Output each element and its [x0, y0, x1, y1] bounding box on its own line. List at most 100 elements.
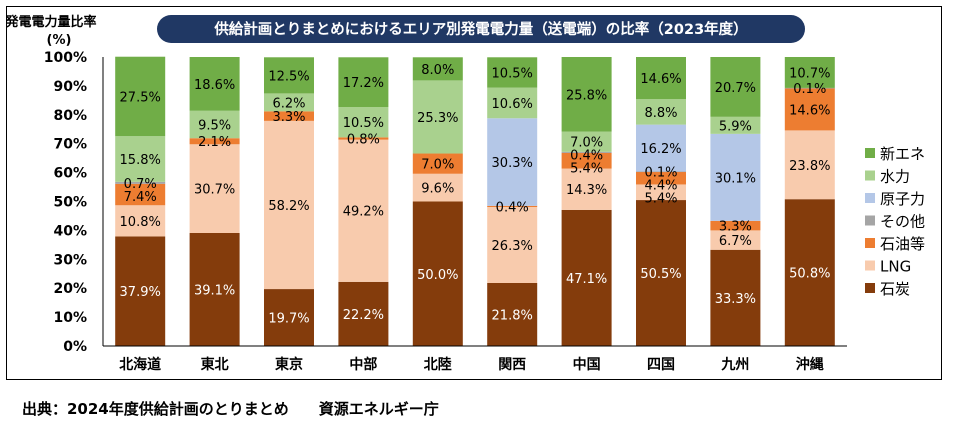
- data-label: 10.8%: [120, 215, 161, 230]
- data-label: 0.4%: [496, 200, 529, 215]
- data-label: 30.7%: [194, 183, 235, 198]
- data-label: 7.0%: [421, 158, 454, 173]
- x-tick-label: 中国: [573, 356, 601, 373]
- bar-segment: [636, 200, 686, 346]
- bar-segment: [412, 80, 463, 154]
- bar-segment: [412, 153, 463, 174]
- bar-segment: [561, 131, 612, 152]
- data-labels: 27.5% 15.8% 0.7%7.4% 10.8% 37.9% 18.6% 9.5% 2.1…: [120, 63, 831, 327]
- data-label: 12.5%: [268, 69, 309, 84]
- bar-segment: [636, 99, 686, 125]
- y-axis-ticks: 0% 10% 20% 30% 40% 50% 60% 70% 80% 90% 100%: [44, 50, 87, 355]
- data-label: 58.2%: [268, 199, 309, 214]
- y-tick-label: 30%: [53, 252, 87, 268]
- bar-segment: [561, 57, 612, 132]
- data-label: 0.8%: [347, 132, 380, 147]
- bar-segment: [115, 136, 166, 182]
- legend-item: LNG: [865, 258, 911, 276]
- data-label: 30.3%: [492, 156, 533, 171]
- data-label: 5.4%: [570, 162, 603, 177]
- data-label: 4.4%: [644, 179, 677, 194]
- bar-segment: [412, 173, 463, 202]
- data-label: 10.6%: [492, 97, 533, 112]
- legend-item: 水力: [865, 168, 910, 186]
- legend-swatch: [865, 193, 875, 203]
- x-tick-label: 北海道: [119, 356, 161, 373]
- data-label: 10.5%: [343, 116, 384, 131]
- y-axis-unit: (%): [47, 33, 72, 48]
- data-label: 3.3%: [719, 220, 752, 235]
- bar-segment: [636, 124, 686, 172]
- data-label: 14.6%: [640, 72, 681, 87]
- bar-segment: [264, 111, 314, 121]
- y-tick-label: 80%: [53, 108, 87, 124]
- legend-label: 原子力: [880, 190, 925, 208]
- y-tick-label: 60%: [53, 166, 87, 182]
- legend-label: 水力: [880, 168, 910, 186]
- data-label: 6.7%: [719, 234, 752, 249]
- legend-item: 原子力: [865, 190, 925, 208]
- data-label: 50.0%: [417, 268, 458, 283]
- bar-segment: [710, 116, 761, 134]
- data-label: 10.7%: [789, 66, 830, 81]
- data-label: 0.1%: [793, 82, 826, 97]
- y-tick-label: 70%: [53, 137, 87, 153]
- legend-label: LNG: [880, 258, 911, 276]
- bar-segment: [784, 57, 835, 88]
- data-label: 19.7%: [268, 312, 309, 327]
- bar-segment: [189, 110, 240, 139]
- bar-segment: [710, 230, 761, 250]
- data-label: 47.1%: [566, 272, 607, 287]
- source-note: 出典：2024年度供給計画のとりまとめ 資源エネルギー庁: [22, 400, 439, 418]
- data-label: 6.2%: [272, 96, 305, 111]
- data-label: 8.0%: [421, 63, 454, 78]
- legend-item: 石炭: [865, 280, 910, 298]
- bar-segment: [338, 57, 389, 107]
- legend-swatch: [865, 260, 875, 271]
- data-label: 22.2%: [343, 308, 384, 323]
- legend-label: 新エネ: [880, 145, 925, 163]
- data-label: 14.6%: [789, 103, 830, 118]
- data-label: 0.4%: [570, 149, 603, 164]
- x-tick-label: 東京: [275, 356, 303, 373]
- chart-title-banner: 供給計画とりまとめにおけるエリア別発電電力量（送電端）の比率（2023年度）: [157, 15, 805, 43]
- chart-title: 供給計画とりまとめにおけるエリア別発電電力量（送電端）の比率（2023年度）: [213, 20, 747, 38]
- bar-segment: [710, 249, 761, 346]
- x-tick-label: 関西: [498, 357, 526, 373]
- bar-segment: [338, 281, 389, 346]
- data-label: 8.8%: [644, 106, 677, 121]
- data-label: 9.5%: [198, 118, 231, 133]
- x-tick-label: 東北: [201, 356, 229, 373]
- data-label: 9.6%: [421, 182, 454, 197]
- data-label: 49.2%: [343, 205, 384, 220]
- bar-segment: [189, 57, 240, 111]
- bar-segment: [636, 171, 686, 173]
- x-tick-label: 四国: [647, 357, 675, 373]
- bar-segment: [561, 152, 612, 169]
- data-label: 50.8%: [789, 267, 830, 282]
- bar-segment: [561, 151, 612, 153]
- bar-segment: [338, 106, 389, 138]
- y-tick-label: 40%: [53, 223, 87, 239]
- legend-item: 新エネ: [865, 145, 925, 163]
- x-axis-labels: 北海道 東北 東京 中部 北陸 関西 中国 四国 九州 沖縄: [119, 356, 824, 373]
- x-tick-label: 中部: [349, 356, 377, 373]
- data-label: 7.4%: [124, 190, 157, 205]
- data-label: 25.8%: [566, 88, 607, 103]
- y-tick-label: 100%: [44, 50, 87, 66]
- legend-swatch: [865, 283, 875, 293]
- stacked-bar-chart: 供給計画とりまとめにおけるエリア別発電電力量（送電端）の比率（2023年度） 発…: [4, 14, 925, 373]
- bar-stack: [636, 57, 686, 346]
- bar-segment: [264, 93, 314, 112]
- bar-segment: [710, 57, 761, 117]
- legend-swatch: [865, 170, 875, 181]
- bar-stack: [115, 56, 166, 346]
- y-tick-label: 90%: [53, 79, 87, 95]
- bar-segment: [784, 87, 835, 89]
- bar-stack: [189, 57, 240, 346]
- chart-title-background: [157, 15, 805, 43]
- bar-segment: [636, 171, 686, 185]
- data-label: 33.3%: [715, 292, 756, 307]
- bar-segment: [115, 183, 166, 206]
